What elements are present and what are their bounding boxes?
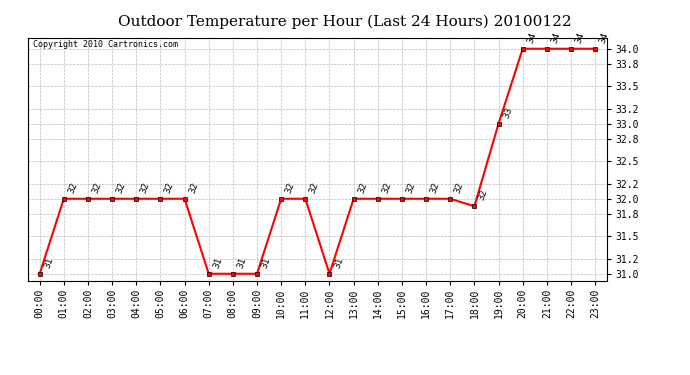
Text: 32: 32 [381,181,393,195]
Text: Copyright 2010 Cartronics.com: Copyright 2010 Cartronics.com [33,40,179,49]
Text: 34: 34 [598,31,610,45]
Text: 31: 31 [212,256,224,270]
Text: 32: 32 [67,181,79,195]
Text: 32: 32 [429,181,441,195]
Text: 32: 32 [453,181,465,195]
Text: 31: 31 [236,256,248,270]
Text: 32: 32 [188,181,199,195]
Text: 32: 32 [139,181,151,195]
Text: 32: 32 [357,181,368,195]
Text: 32: 32 [405,181,417,195]
Text: 32: 32 [115,181,127,195]
Text: 34: 34 [526,31,538,45]
Text: 34: 34 [550,31,562,45]
Text: Outdoor Temperature per Hour (Last 24 Hours) 20100122: Outdoor Temperature per Hour (Last 24 Ho… [118,15,572,29]
Text: 31: 31 [43,256,55,270]
Text: 32: 32 [91,181,103,195]
Text: 31: 31 [333,256,344,270]
Text: 34: 34 [574,31,586,45]
Text: 32: 32 [164,181,175,195]
Text: 32: 32 [477,188,489,202]
Text: 31: 31 [260,256,272,270]
Text: 33: 33 [502,106,513,120]
Text: 32: 32 [308,181,320,195]
Text: 32: 32 [284,181,296,195]
